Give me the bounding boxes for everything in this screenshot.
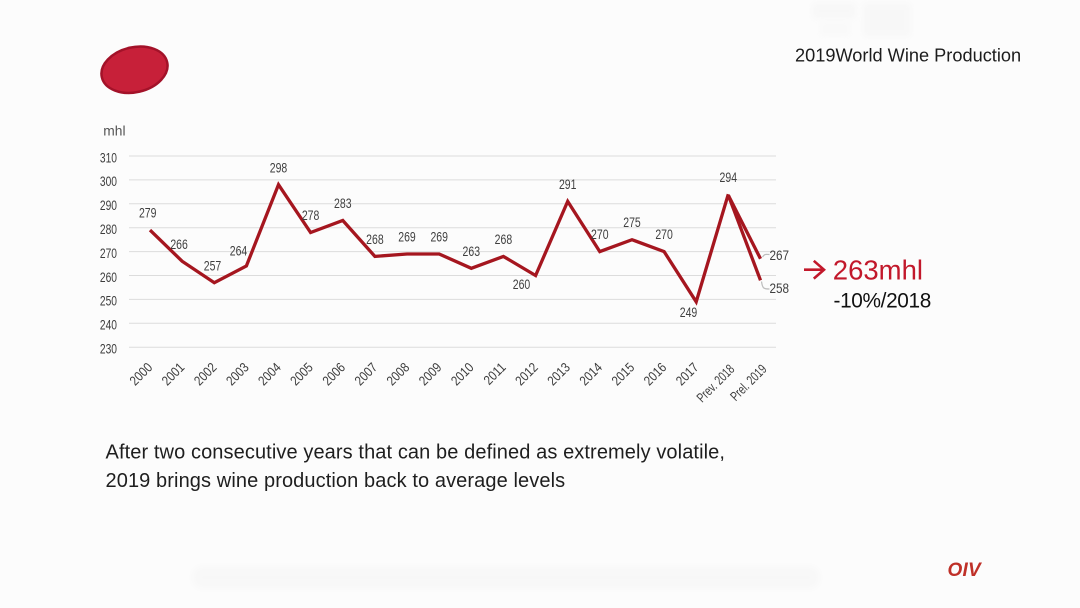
svg-text:2019 brings wine production ba: 2019 brings wine production back to aver… xyxy=(106,470,566,492)
svg-text:270: 270 xyxy=(591,227,609,243)
svg-text:2016: 2016 xyxy=(641,360,670,389)
svg-text:249: 249 xyxy=(680,305,698,321)
svg-text:268: 268 xyxy=(366,232,384,248)
svg-text:260: 260 xyxy=(100,269,117,285)
svg-text:2019World Wine Production: 2019World Wine Production xyxy=(795,46,1021,66)
svg-text:275: 275 xyxy=(623,215,641,231)
svg-text:OIV: OIV xyxy=(948,560,982,581)
svg-text:240: 240 xyxy=(100,317,117,333)
svg-text:2006: 2006 xyxy=(320,360,349,389)
svg-text:2012: 2012 xyxy=(512,360,541,389)
svg-text:2014: 2014 xyxy=(577,360,606,389)
svg-text:283: 283 xyxy=(334,196,352,212)
svg-text:2008: 2008 xyxy=(384,360,413,389)
svg-text:2007: 2007 xyxy=(352,360,381,389)
svg-text:264: 264 xyxy=(230,243,248,259)
svg-text:267: 267 xyxy=(770,247,790,263)
svg-text:Prel. 2019: Prel. 2019 xyxy=(727,361,770,404)
svg-text:310: 310 xyxy=(100,150,117,166)
svg-text:2000: 2000 xyxy=(127,360,156,389)
svg-text:2011: 2011 xyxy=(481,360,509,388)
svg-text:Prev. 2018: Prev. 2018 xyxy=(693,361,738,406)
svg-text:270: 270 xyxy=(100,246,117,262)
svg-text:280: 280 xyxy=(100,222,117,238)
svg-text:300: 300 xyxy=(100,174,117,190)
svg-text:2005: 2005 xyxy=(287,360,316,389)
svg-text:250: 250 xyxy=(100,293,117,309)
svg-text:270: 270 xyxy=(655,227,673,243)
svg-text:263: 263 xyxy=(463,244,481,260)
svg-text:279: 279 xyxy=(139,205,157,221)
svg-text:291: 291 xyxy=(559,177,577,193)
svg-text:2002: 2002 xyxy=(191,360,220,389)
svg-text:298: 298 xyxy=(270,160,288,176)
svg-text:2013: 2013 xyxy=(544,360,573,389)
svg-text:2015: 2015 xyxy=(609,360,638,389)
svg-text:266: 266 xyxy=(170,236,188,252)
svg-text:2001: 2001 xyxy=(159,360,188,389)
svg-text:268: 268 xyxy=(495,232,513,248)
svg-text:290: 290 xyxy=(100,198,117,214)
svg-text:263mhl: 263mhl xyxy=(833,254,923,285)
svg-text:2003: 2003 xyxy=(223,360,252,389)
svg-text:258: 258 xyxy=(770,280,790,296)
svg-text:294: 294 xyxy=(720,169,738,185)
svg-text:260: 260 xyxy=(513,277,531,293)
svg-text:2004: 2004 xyxy=(255,360,284,389)
svg-text:269: 269 xyxy=(430,229,448,245)
svg-text:2010: 2010 xyxy=(448,360,477,389)
svg-text:278: 278 xyxy=(302,208,320,224)
svg-text:mhl: mhl xyxy=(103,123,125,138)
svg-text:230: 230 xyxy=(100,341,117,357)
svg-text:2017: 2017 xyxy=(673,360,702,389)
svg-text:257: 257 xyxy=(204,258,222,274)
svg-text:After two consecutive years th: After two consecutive years that can be … xyxy=(106,442,726,464)
svg-text:269: 269 xyxy=(398,229,416,245)
svg-text:2009: 2009 xyxy=(416,360,445,389)
svg-text:-10%/2018: -10%/2018 xyxy=(834,289,931,312)
